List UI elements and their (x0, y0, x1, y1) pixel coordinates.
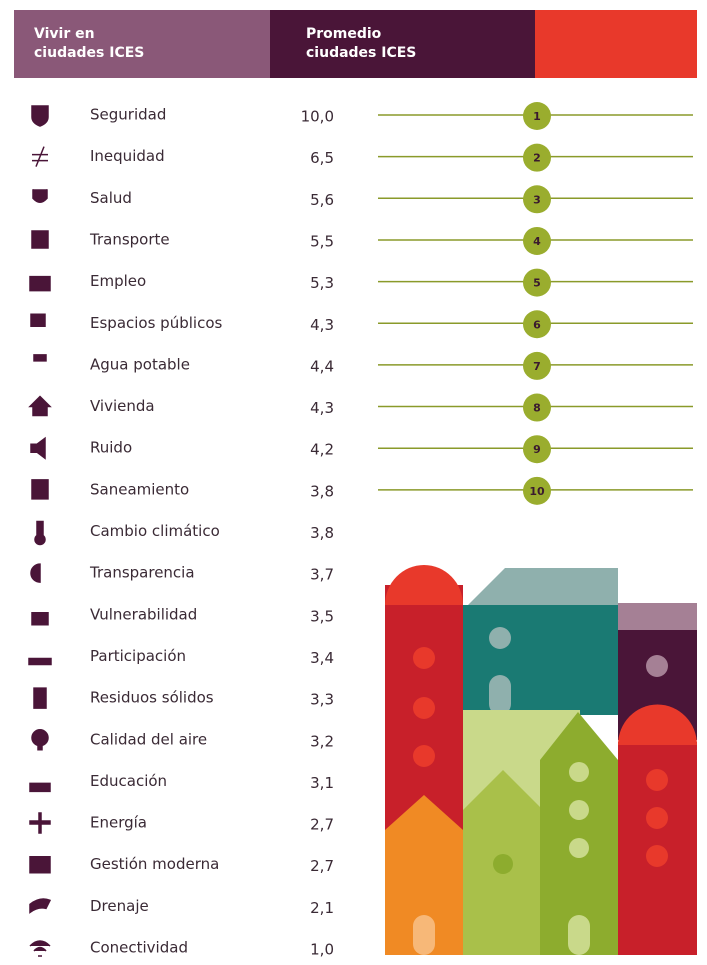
row-value: 5,3 (310, 274, 334, 292)
icon (34, 355, 46, 361)
row-value: 6,5 (310, 149, 334, 167)
row-value: 3,8 (310, 524, 334, 542)
row-value: 3,7 (310, 566, 334, 584)
rank-number: 10 (529, 485, 545, 498)
rank-number: 3 (533, 193, 541, 206)
icon (32, 231, 48, 248)
row-label: Saneamiento (90, 480, 189, 498)
row-value: 3,1 (310, 774, 334, 792)
row-label: Calidad del aire (90, 730, 207, 748)
icon (31, 438, 45, 458)
icon (29, 658, 51, 664)
row-value: 2,7 (310, 857, 334, 875)
header-cell (270, 10, 535, 78)
icon (32, 480, 48, 499)
row-label: Espacios públicos (90, 314, 222, 332)
rank-number: 1 (533, 110, 541, 123)
icon (32, 106, 48, 126)
header-text: ciudades ICES (34, 45, 144, 61)
row-value: 3,5 (310, 607, 334, 625)
row-value: 4,3 (310, 399, 334, 417)
header-cell (535, 10, 697, 78)
row-value: 10,0 (301, 108, 334, 126)
row-value: 1,0 (310, 941, 334, 959)
row-label: Salud (90, 189, 132, 207)
row-value: 3,8 (310, 482, 334, 500)
row-value: 2,7 (310, 816, 334, 834)
icon (31, 314, 45, 326)
row-label: Transporte (89, 230, 170, 248)
icon (30, 857, 50, 873)
header-text: Vivir en (34, 26, 95, 42)
row-label: Conectividad (90, 939, 188, 957)
icon (30, 397, 50, 416)
icon (32, 147, 48, 167)
icon (35, 522, 45, 545)
row-label: Transparencia (89, 564, 195, 582)
page: {"header":{"col1":["Vivir en","ciudades … (0, 0, 707, 961)
icon (30, 899, 50, 912)
row-label: Educación (90, 772, 167, 790)
icon (31, 564, 40, 582)
row-label: Gestión moderna (90, 855, 219, 873)
row-label: Agua potable (90, 355, 190, 373)
rank-number: 7 (533, 360, 541, 373)
row-value: 3,2 (310, 732, 334, 750)
icon (30, 277, 50, 291)
icon (30, 783, 50, 791)
icon (33, 189, 47, 202)
rank-number: 2 (533, 152, 541, 165)
row-label: Cambio climático (90, 522, 220, 540)
icon (30, 941, 50, 956)
row-value: 5,6 (310, 191, 334, 209)
infographic: Vivir en ciudades ICES Promedio ciudades… (0, 0, 707, 961)
icon (30, 813, 50, 833)
row-value: 2,1 (310, 899, 334, 917)
row-label: Vivienda (90, 397, 155, 415)
icon (34, 688, 46, 708)
icon (32, 613, 48, 625)
icon (32, 730, 48, 750)
rank-number: 6 (533, 318, 541, 331)
city-illustration (385, 565, 697, 955)
row-label: Drenaje (90, 897, 149, 915)
row-label: Seguridad (90, 106, 166, 124)
row-value: 4,4 (310, 357, 334, 375)
rank-number: 4 (533, 235, 541, 248)
row-label: Residuos sólidos (90, 689, 214, 707)
row-value: 5,5 (310, 232, 334, 250)
row-value: 3,4 (310, 649, 334, 667)
row-label: Vulnerabilidad (90, 605, 197, 623)
row-label: Inequidad (90, 147, 165, 165)
rank-number: 5 (533, 277, 541, 290)
rank-number: 9 (533, 443, 541, 456)
row-value: 4,2 (310, 441, 334, 459)
row-value: 3,3 (310, 691, 334, 709)
row-label: Ruido (90, 439, 132, 457)
row-label: Empleo (90, 272, 146, 290)
rank-number: 8 (533, 402, 541, 415)
header-text: Promedio (306, 26, 382, 42)
header-cell (14, 10, 270, 78)
row-label: Energía (90, 814, 147, 832)
header-text: ciudades ICES (306, 45, 416, 61)
row-value: 4,3 (310, 316, 334, 334)
row-label: Participación (90, 647, 186, 665)
